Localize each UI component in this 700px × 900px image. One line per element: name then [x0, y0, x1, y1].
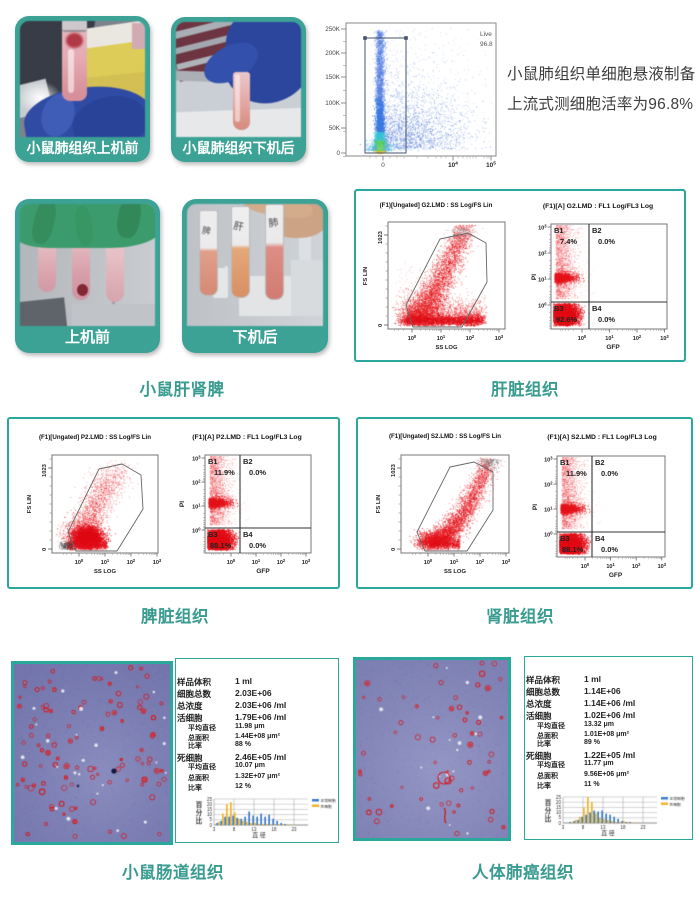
svg-text:B4: B4 — [595, 534, 605, 543]
svg-text:0.0%: 0.0% — [598, 237, 615, 246]
svg-text:(F1)[Ungated] P2.LMD : SS Log/: (F1)[Ungated] P2.LMD : SS Log/FS Lin — [39, 434, 151, 441]
svg-text:(F1)[Ungated] S2.LMD : SS Log/: (F1)[Ungated] S2.LMD : SS Log/FS Lin — [389, 433, 501, 440]
svg-text:B1: B1 — [560, 458, 570, 467]
svg-text:103: 103 — [302, 558, 311, 566]
svg-text:11.9%: 11.9% — [214, 468, 235, 477]
svg-text:101: 101 — [544, 505, 553, 513]
svg-text:101: 101 — [450, 558, 459, 566]
svg-text:0.0%: 0.0% — [249, 468, 266, 477]
svg-text:GFP: GFP — [606, 344, 620, 351]
svg-text:B3: B3 — [208, 530, 218, 539]
svg-text:Live: Live — [480, 31, 492, 38]
svg-text:100: 100 — [227, 558, 236, 566]
svg-text:150K: 150K — [325, 74, 341, 81]
svg-text:103: 103 — [502, 558, 511, 566]
svg-text:B4: B4 — [592, 304, 602, 313]
svg-text:100: 100 — [424, 558, 433, 566]
svg-text:92.6%: 92.6% — [556, 315, 578, 324]
svg-text:102: 102 — [277, 558, 286, 566]
svg-text:100: 100 — [538, 301, 547, 309]
svg-text:101: 101 — [192, 502, 201, 510]
svg-text:PI: PI — [531, 274, 538, 280]
svg-text:B1: B1 — [208, 457, 218, 466]
svg-text:B1: B1 — [554, 226, 564, 235]
svg-text:104: 104 — [448, 160, 458, 169]
svg-text:0: 0 — [391, 548, 397, 551]
svg-text:B4: B4 — [243, 530, 253, 539]
svg-text:101: 101 — [252, 558, 261, 566]
svg-text:11.9%: 11.9% — [566, 469, 587, 478]
svg-text:GFP: GFP — [256, 568, 270, 575]
svg-text:88.1%: 88.1% — [210, 541, 232, 550]
svg-text:1023: 1023 — [378, 230, 384, 244]
svg-text:B2: B2 — [592, 226, 602, 235]
svg-text:101: 101 — [538, 275, 547, 283]
svg-text:101: 101 — [101, 558, 110, 566]
svg-text:88.1%: 88.1% — [562, 545, 584, 554]
svg-text:103: 103 — [660, 334, 669, 342]
svg-text:100K: 100K — [325, 100, 341, 107]
svg-text:103: 103 — [495, 334, 504, 342]
svg-text:101: 101 — [605, 334, 614, 342]
svg-text:B3: B3 — [560, 534, 570, 543]
svg-text:7.4%: 7.4% — [560, 237, 577, 246]
svg-text:103: 103 — [192, 454, 201, 462]
svg-text:103: 103 — [544, 455, 553, 463]
svg-text:102: 102 — [466, 334, 475, 342]
svg-text:100: 100 — [75, 558, 84, 566]
svg-text:SS LOG: SS LOG — [436, 345, 458, 351]
svg-text:0: 0 — [381, 162, 385, 169]
svg-text:103: 103 — [153, 558, 162, 566]
svg-text:100: 100 — [408, 334, 417, 342]
svg-text:105: 105 — [486, 160, 496, 169]
svg-text:102: 102 — [476, 558, 485, 566]
svg-text:250K: 250K — [325, 26, 341, 33]
svg-text:101: 101 — [606, 562, 615, 570]
svg-text:SS LOG: SS LOG — [444, 569, 466, 575]
svg-text:(F1)[A] P2.LMD : FL1 Log/FL3 L: (F1)[A] P2.LMD : FL1 Log/FL3 Log — [192, 434, 302, 441]
svg-text:102: 102 — [538, 249, 547, 257]
svg-text:102: 102 — [632, 562, 641, 570]
svg-text:0: 0 — [336, 150, 340, 157]
svg-text:102: 102 — [127, 558, 136, 566]
svg-text:B3: B3 — [554, 304, 564, 313]
svg-text:0.0%: 0.0% — [598, 315, 615, 324]
svg-text:100: 100 — [192, 526, 201, 534]
svg-text:200K: 200K — [325, 50, 341, 57]
svg-text:B2: B2 — [595, 458, 605, 467]
svg-text:0: 0 — [378, 324, 384, 327]
svg-text:(F1)[A] S2.LMD : FL1 Log/FL3 L: (F1)[A] S2.LMD : FL1 Log/FL3 Log — [547, 434, 657, 441]
svg-text:0: 0 — [42, 548, 48, 551]
svg-text:(F1)[Ungated] G2.LMD : SS Log/: (F1)[Ungated] G2.LMD : SS Log/FS Lin — [380, 202, 493, 209]
svg-text:FS LIN: FS LIN — [27, 495, 33, 513]
svg-text:PI: PI — [179, 501, 186, 507]
svg-text:SS LOG: SS LOG — [94, 569, 116, 575]
svg-text:102: 102 — [544, 480, 553, 488]
svg-text:100: 100 — [544, 530, 553, 538]
svg-text:102: 102 — [192, 478, 201, 486]
svg-text:103: 103 — [538, 223, 547, 231]
svg-text:96.8: 96.8 — [480, 41, 493, 48]
svg-text:101: 101 — [437, 334, 446, 342]
svg-text:PI: PI — [532, 504, 539, 510]
svg-text:GFP: GFP — [609, 572, 623, 579]
svg-text:102: 102 — [633, 334, 642, 342]
svg-text:0.0%: 0.0% — [601, 469, 618, 478]
svg-text:(F1)[A] G2.LMD : FL1 Log/FL3 L: (F1)[A] G2.LMD : FL1 Log/FL3 Log — [543, 203, 653, 210]
svg-text:50K: 50K — [329, 125, 341, 132]
svg-text:FS LIN: FS LIN — [363, 267, 369, 285]
svg-text:103: 103 — [658, 562, 667, 570]
svg-text:0.0%: 0.0% — [249, 541, 266, 550]
svg-text:100: 100 — [578, 334, 587, 342]
svg-text:1023: 1023 — [391, 463, 397, 477]
svg-text:1023: 1023 — [42, 463, 48, 477]
svg-text:FS LIN: FS LIN — [376, 495, 382, 513]
svg-text:0.0%: 0.0% — [601, 545, 618, 554]
svg-text:B2: B2 — [243, 457, 253, 466]
svg-text:100: 100 — [581, 562, 590, 570]
